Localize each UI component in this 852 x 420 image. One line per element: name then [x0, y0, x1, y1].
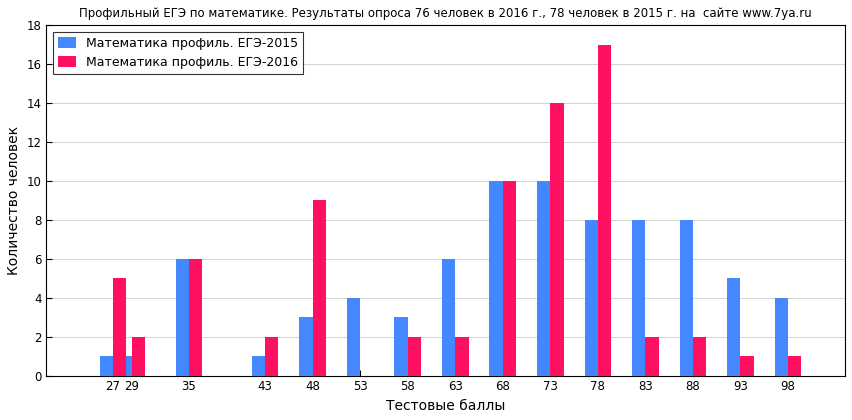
Bar: [100, 356, 113, 375]
Bar: [251, 356, 265, 375]
Bar: [265, 337, 279, 375]
Bar: [584, 220, 598, 375]
Bar: [788, 356, 802, 375]
Legend: Математика профиль. ЕГЭ-2015, Математика профиль. ЕГЭ-2016: Математика профиль. ЕГЭ-2015, Математика…: [53, 32, 303, 74]
Bar: [299, 317, 313, 375]
Bar: [774, 298, 788, 375]
Bar: [693, 337, 706, 375]
Bar: [176, 259, 189, 375]
Bar: [347, 298, 360, 375]
Bar: [550, 103, 564, 375]
Bar: [118, 356, 132, 375]
Bar: [132, 337, 145, 375]
Bar: [537, 181, 550, 375]
X-axis label: Тестовые баллы: Тестовые баллы: [386, 399, 505, 413]
Bar: [455, 337, 469, 375]
Bar: [407, 337, 421, 375]
Bar: [503, 181, 516, 375]
Bar: [740, 356, 754, 375]
Bar: [680, 220, 693, 375]
Bar: [489, 181, 503, 375]
Bar: [189, 259, 202, 375]
Bar: [113, 278, 126, 375]
Bar: [727, 278, 740, 375]
Bar: [313, 200, 326, 375]
Title: Профильный ЕГЭ по математике. Результаты опроса 76 человек в 2016 г., 78 человек: Профильный ЕГЭ по математике. Результаты…: [79, 7, 812, 20]
Y-axis label: Количество человек: Количество человек: [7, 126, 21, 275]
Bar: [598, 45, 611, 375]
Bar: [394, 317, 407, 375]
Bar: [645, 337, 659, 375]
Bar: [632, 220, 645, 375]
Bar: [442, 259, 455, 375]
